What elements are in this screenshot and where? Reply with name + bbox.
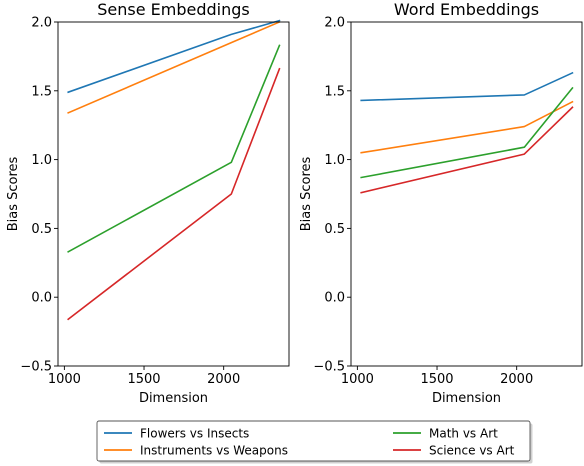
y-tick-label: 2.0	[31, 16, 52, 31]
series-line-science-vs-art	[67, 67, 281, 321]
y-tick-label: 0.0	[31, 291, 52, 306]
y-tick-label: −0.5	[20, 360, 52, 375]
y-tick-label: 1.0	[31, 153, 52, 168]
chart-panel-2: 1000 1500 2000 −0.5 0.0 0.5 1.0 1.5 2.0 Word Embe…	[299, 0, 583, 406]
y-tick-label: 1.0	[324, 153, 345, 168]
chart-title: Word Embeddings	[394, 0, 539, 19]
legend-label: Math vs Art	[429, 427, 498, 441]
series-line-instruments-vs-weapons	[360, 100, 574, 154]
x-tick-label: 2000	[207, 372, 240, 387]
axes-frame	[350, 21, 583, 367]
x-axis-label: Dimension	[432, 391, 501, 406]
y-axis-label: Bias Scores	[299, 156, 314, 231]
chart-panel-1: 1000 1500 2000 −0.5 0.0 0.5 1.0 1.5 2.0 Sense Emb…	[6, 0, 290, 406]
axes-frame	[57, 21, 290, 367]
y-tick-label: 0.0	[324, 291, 345, 306]
x-tick-label: 1000	[48, 372, 81, 387]
x-tick-label: 1500	[420, 372, 453, 387]
x-tick-label: 1000	[341, 372, 374, 387]
legend-box	[96, 420, 531, 462]
chart-title: Sense Embeddings	[97, 0, 250, 19]
series-line-math-vs-art	[360, 86, 574, 179]
legend-label: Flowers vs Insects	[140, 427, 249, 441]
x-tick-label: 2000	[500, 372, 533, 387]
y-tick-label: 0.5	[31, 222, 52, 237]
x-tick-label: 1500	[127, 372, 160, 387]
chart-panels: 1000 1500 2000 −0.5 0.0 0.5 1.0 1.5 2.0 Sense Emb…	[6, 0, 583, 406]
y-axis-label: Bias Scores	[6, 156, 21, 231]
y-tick-label: 0.5	[324, 222, 345, 237]
legend: Flowers vs Insects Instruments vs Weapons…	[96, 420, 533, 464]
x-axis-label: Dimension	[139, 391, 208, 406]
y-tick-label: 1.5	[31, 84, 52, 99]
series-line-instruments-vs-weapons	[67, 20, 281, 114]
series-line-math-vs-art	[67, 44, 281, 253]
legend-label: Instruments vs Weapons	[140, 444, 288, 458]
y-tick-label: 1.5	[324, 84, 345, 99]
series-line-science-vs-art	[360, 106, 574, 194]
y-tick-label: 2.0	[324, 16, 345, 31]
legend-label: Science vs Art	[429, 444, 515, 458]
series-line-flowers-vs-insects	[360, 71, 574, 102]
y-tick-label: −0.5	[313, 360, 345, 375]
series-line-flowers-vs-insects	[67, 19, 281, 94]
